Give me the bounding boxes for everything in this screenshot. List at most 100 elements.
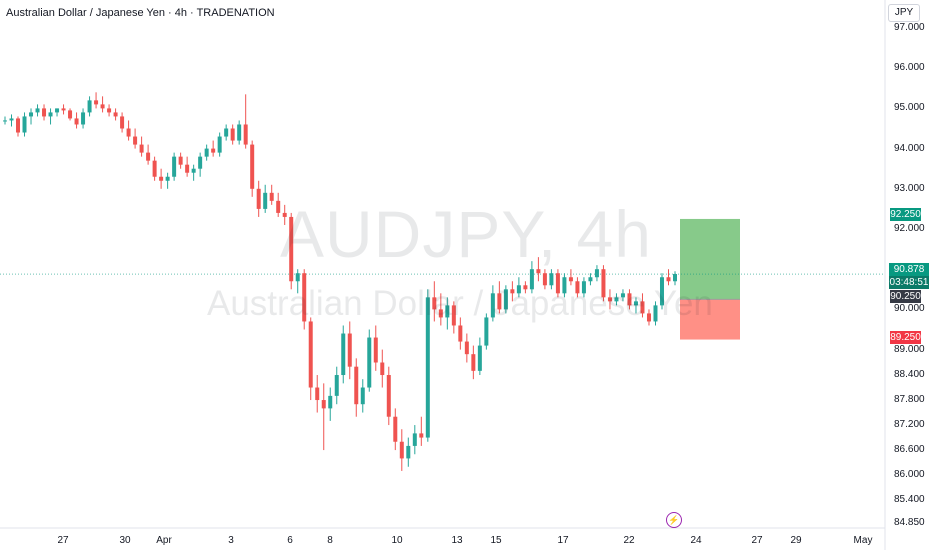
stop-loss-zone[interactable]	[680, 299, 740, 340]
price-tick-label: 92.000	[894, 223, 925, 234]
candle-down	[68, 110, 73, 119]
candle-down	[243, 124, 248, 145]
bar-countdown: 03:48:51	[889, 276, 929, 289]
candle-up	[529, 269, 534, 290]
candle-up	[406, 445, 411, 459]
candle-up	[237, 124, 242, 141]
candle-up	[549, 273, 554, 286]
candle-up	[3, 120, 7, 122]
candle-down	[542, 273, 547, 286]
price-tick-label: 96.000	[894, 62, 925, 74]
candle-up	[367, 337, 372, 388]
price-tick-label: 85.400	[894, 494, 925, 506]
time-tick-label: Apr	[156, 535, 172, 546]
candle-down	[497, 293, 502, 310]
candle-down	[133, 136, 138, 145]
price-tick-label: 89.000	[894, 343, 925, 355]
candle-down	[347, 333, 352, 367]
candle-down	[555, 273, 560, 294]
candle-down	[646, 313, 651, 322]
candle-down	[178, 156, 183, 165]
candle-up	[204, 148, 209, 157]
watermark-symbol: AUDJPY, 4h	[280, 197, 652, 271]
price-tick-label: 93.000	[894, 182, 925, 194]
take-profit-zone[interactable]	[680, 218, 740, 300]
lightning-icon[interactable]: ⚡	[666, 512, 682, 528]
candle-down	[393, 416, 398, 442]
candle-down	[113, 112, 118, 117]
candle-up	[412, 433, 417, 446]
candle-down	[269, 192, 274, 201]
price-tick-label: 88.400	[894, 369, 925, 381]
candle-up	[620, 293, 625, 298]
candle-up	[35, 108, 40, 113]
time-tick-label: 3	[228, 535, 234, 546]
price-tick-label: 86.600	[894, 444, 925, 456]
candle-down	[146, 152, 151, 161]
candle-down	[250, 144, 255, 189]
candle-down	[458, 325, 463, 342]
candle-up	[562, 277, 567, 294]
candle-down	[399, 441, 404, 459]
chart-title: Australian Dollar / Japanese Yen · 4h · …	[6, 7, 275, 19]
candle-down	[282, 212, 287, 217]
candle-down	[471, 354, 476, 371]
candle-up	[328, 395, 333, 409]
time-tick-label: 29	[790, 535, 802, 546]
candle-up	[55, 108, 60, 113]
currency-button[interactable]: JPY	[888, 4, 920, 22]
time-tick-label: 27	[57, 535, 69, 546]
candle-down	[451, 305, 456, 326]
candle-down	[666, 277, 671, 282]
time-tick-label: 22	[623, 535, 635, 546]
candle-up	[503, 289, 508, 310]
candle-down	[302, 273, 307, 322]
time-tick-label: 17	[557, 535, 569, 546]
candle-down	[152, 160, 157, 177]
candle-up	[22, 116, 27, 133]
candle-down	[230, 128, 235, 141]
candle-down	[211, 148, 216, 153]
time-tick-label: May	[853, 535, 873, 546]
candle-up	[198, 156, 203, 169]
candle-up	[490, 293, 495, 318]
time-tick-label: 27	[751, 535, 763, 546]
candle-up	[445, 305, 450, 318]
candle-down	[120, 116, 125, 129]
price-tick-label: 94.000	[894, 142, 925, 154]
candle-up	[341, 333, 346, 376]
watermark-description: Australian Dollar / Japanese Yen	[207, 284, 713, 323]
candle-up	[588, 277, 593, 282]
candle-up	[484, 317, 489, 346]
candle-down	[419, 433, 424, 438]
candles-group	[3, 92, 677, 471]
stop-loss-tag: 89.250	[890, 331, 921, 344]
candle-up	[516, 285, 521, 294]
candle-up	[360, 387, 365, 405]
candle-down	[627, 293, 632, 306]
price-tick-label: 87.800	[894, 394, 925, 406]
candle-down	[510, 289, 515, 294]
candle-down	[126, 128, 131, 137]
candle-down	[74, 118, 79, 125]
time-tick-label: 6	[287, 535, 293, 546]
candle-down	[321, 400, 326, 409]
candle-up	[191, 168, 196, 173]
price-tick-label: 90.000	[894, 303, 925, 315]
price-tick-label: 86.000	[894, 469, 925, 481]
candle-up	[633, 301, 638, 306]
candle-down	[276, 200, 281, 213]
candle-up	[477, 345, 482, 371]
candle-up	[653, 305, 658, 322]
time-tick-label: 24	[690, 535, 702, 546]
candle-up	[165, 176, 170, 181]
candle-up	[48, 112, 53, 117]
candle-up	[29, 112, 34, 117]
price-tick-label: 95.000	[894, 102, 925, 114]
time-tick-label: 30	[119, 535, 131, 546]
candle-down	[432, 297, 437, 310]
candle-down	[523, 285, 528, 290]
candle-down	[386, 375, 391, 417]
candle-down	[107, 108, 112, 113]
